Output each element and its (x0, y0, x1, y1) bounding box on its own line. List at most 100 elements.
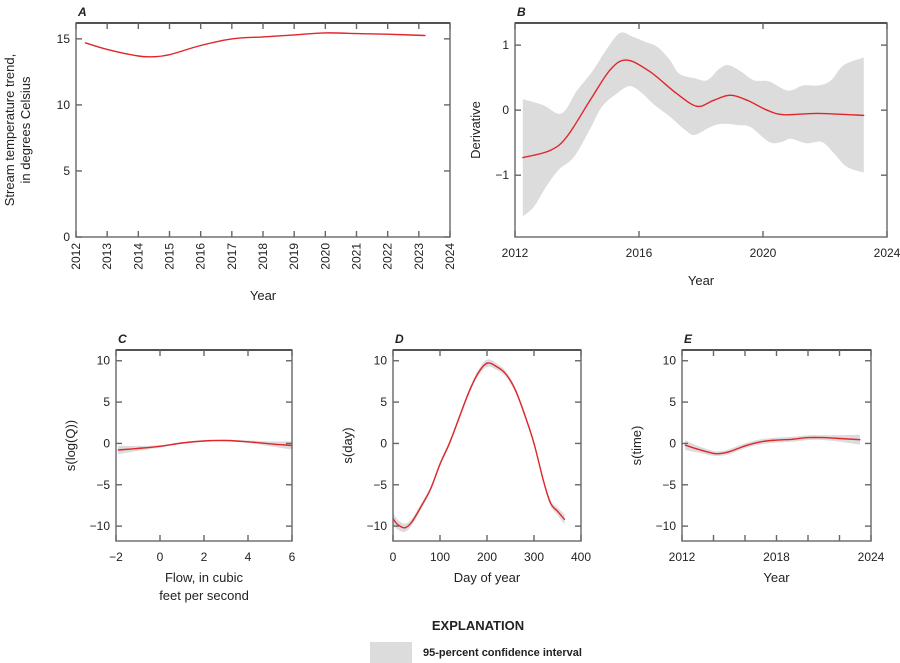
data-point (225, 439, 227, 442)
y-tick-label: −5 (373, 478, 387, 492)
data-point (746, 99, 749, 102)
data-point (430, 488, 432, 490)
x-tick-label: 2012 (69, 243, 83, 270)
data-point (448, 442, 450, 445)
data-point (775, 439, 778, 441)
y-tick-label: 0 (380, 436, 387, 450)
data-point (522, 157, 524, 159)
x-tick-label: 4 (245, 550, 252, 564)
x-axis-label: feet per second (159, 588, 249, 603)
data-point (563, 518, 566, 521)
data-point (589, 99, 591, 102)
data-point (355, 32, 358, 35)
x-tick-label: 400 (571, 550, 591, 564)
data-point (720, 452, 722, 454)
data-point (609, 69, 611, 71)
data-point (712, 99, 715, 102)
x-tick-label: 200 (477, 550, 497, 564)
x-tick-label: 0 (390, 550, 397, 564)
y-tick-label: −5 (96, 478, 110, 492)
x-tick-label: 2015 (163, 243, 177, 270)
data-point (533, 442, 535, 445)
data-point (697, 448, 699, 450)
y-axis-label: in degrees Celsius (18, 76, 33, 183)
y-tick-label: 15 (57, 32, 71, 46)
legend-title: EXPLANATION (432, 618, 524, 633)
data-point (477, 373, 479, 375)
confidence-band (393, 359, 565, 533)
panel-d: D 0 100 200 300 400 −10 −5 0 5 10 Day of year s(day) (340, 332, 591, 585)
y-tick-label: 5 (103, 395, 110, 409)
data-point (486, 362, 488, 364)
panel-label: A (77, 5, 87, 19)
data-point (106, 48, 108, 51)
y-tick-label: −10 (656, 519, 677, 533)
x-tick-label: 2016 (194, 243, 208, 270)
y-tick-label: 5 (63, 164, 70, 178)
panel-label: D (395, 332, 404, 346)
data-point (823, 437, 825, 439)
x-tick-label: 2013 (100, 243, 114, 270)
trend-line (85, 32, 426, 58)
x-axis-label: Year (688, 273, 715, 288)
data-point (467, 393, 469, 395)
data-point (712, 452, 715, 454)
y-tick-label: 10 (97, 354, 111, 368)
panel-b: B 2012 2016 2020 2024 −1 0 1 Year Derivative (468, 5, 900, 288)
y-tick-label: −5 (662, 478, 676, 492)
trend-line (392, 362, 566, 529)
data-point (247, 441, 249, 443)
data-point (556, 510, 559, 512)
data-point (649, 71, 651, 73)
x-tick-label: 2018 (763, 550, 790, 564)
y-tick-label: −10 (367, 519, 388, 533)
y-axis-label: Stream temperature trend, (2, 54, 17, 206)
y-tick-label: 0 (103, 436, 110, 450)
data-point (791, 438, 793, 440)
x-tick-label: 2 (201, 550, 208, 564)
x-tick-label: −2 (109, 550, 123, 564)
data-point (505, 373, 507, 375)
data-point (424, 34, 426, 37)
x-tick-label: 2020 (750, 246, 777, 260)
panel-label: C (118, 332, 127, 346)
data-point (728, 451, 730, 453)
y-axis-label: s(day) (340, 427, 355, 463)
panel-label: E (684, 332, 693, 346)
data-point (859, 439, 861, 441)
x-tick-label: 6 (289, 550, 296, 564)
x-tick-label: 2023 (412, 243, 426, 270)
data-point (137, 447, 139, 449)
data-point (397, 523, 399, 526)
data-point (766, 109, 768, 111)
data-point (458, 418, 460, 420)
y-axis-label: Derivative (468, 101, 483, 159)
data-point (514, 389, 516, 391)
x-tick-label: 2024 (858, 550, 885, 564)
x-tick-label: 2024 (443, 243, 457, 270)
data-point (744, 445, 746, 447)
y-tick-label: 5 (380, 395, 387, 409)
y-tick-label: 10 (57, 98, 71, 112)
panel-label: B (517, 5, 526, 19)
confidence-band (118, 439, 292, 455)
data-point (760, 441, 762, 443)
data-point (439, 463, 441, 465)
legend: EXPLANATION 95-percent confidence interv… (370, 618, 582, 663)
data-point (203, 440, 205, 442)
data-point (159, 445, 161, 447)
x-tick-label: 2016 (626, 246, 653, 260)
data-point (524, 413, 526, 416)
x-tick-label: 300 (524, 550, 544, 564)
x-tick-label: 0 (157, 550, 164, 564)
data-point (200, 44, 202, 47)
x-tick-label: 2019 (287, 243, 301, 270)
x-axis-label: Year (250, 288, 277, 303)
x-axis-label: Flow, in cubic (165, 570, 244, 585)
x-tick-label: 2020 (318, 243, 332, 270)
x-tick-label: 2014 (131, 243, 145, 270)
data-point (411, 521, 413, 523)
x-tick-label: 2012 (669, 550, 696, 564)
y-tick-label: 10 (374, 354, 388, 368)
legend-label-confidence-interval: 95-percent confidence interval (423, 647, 582, 659)
